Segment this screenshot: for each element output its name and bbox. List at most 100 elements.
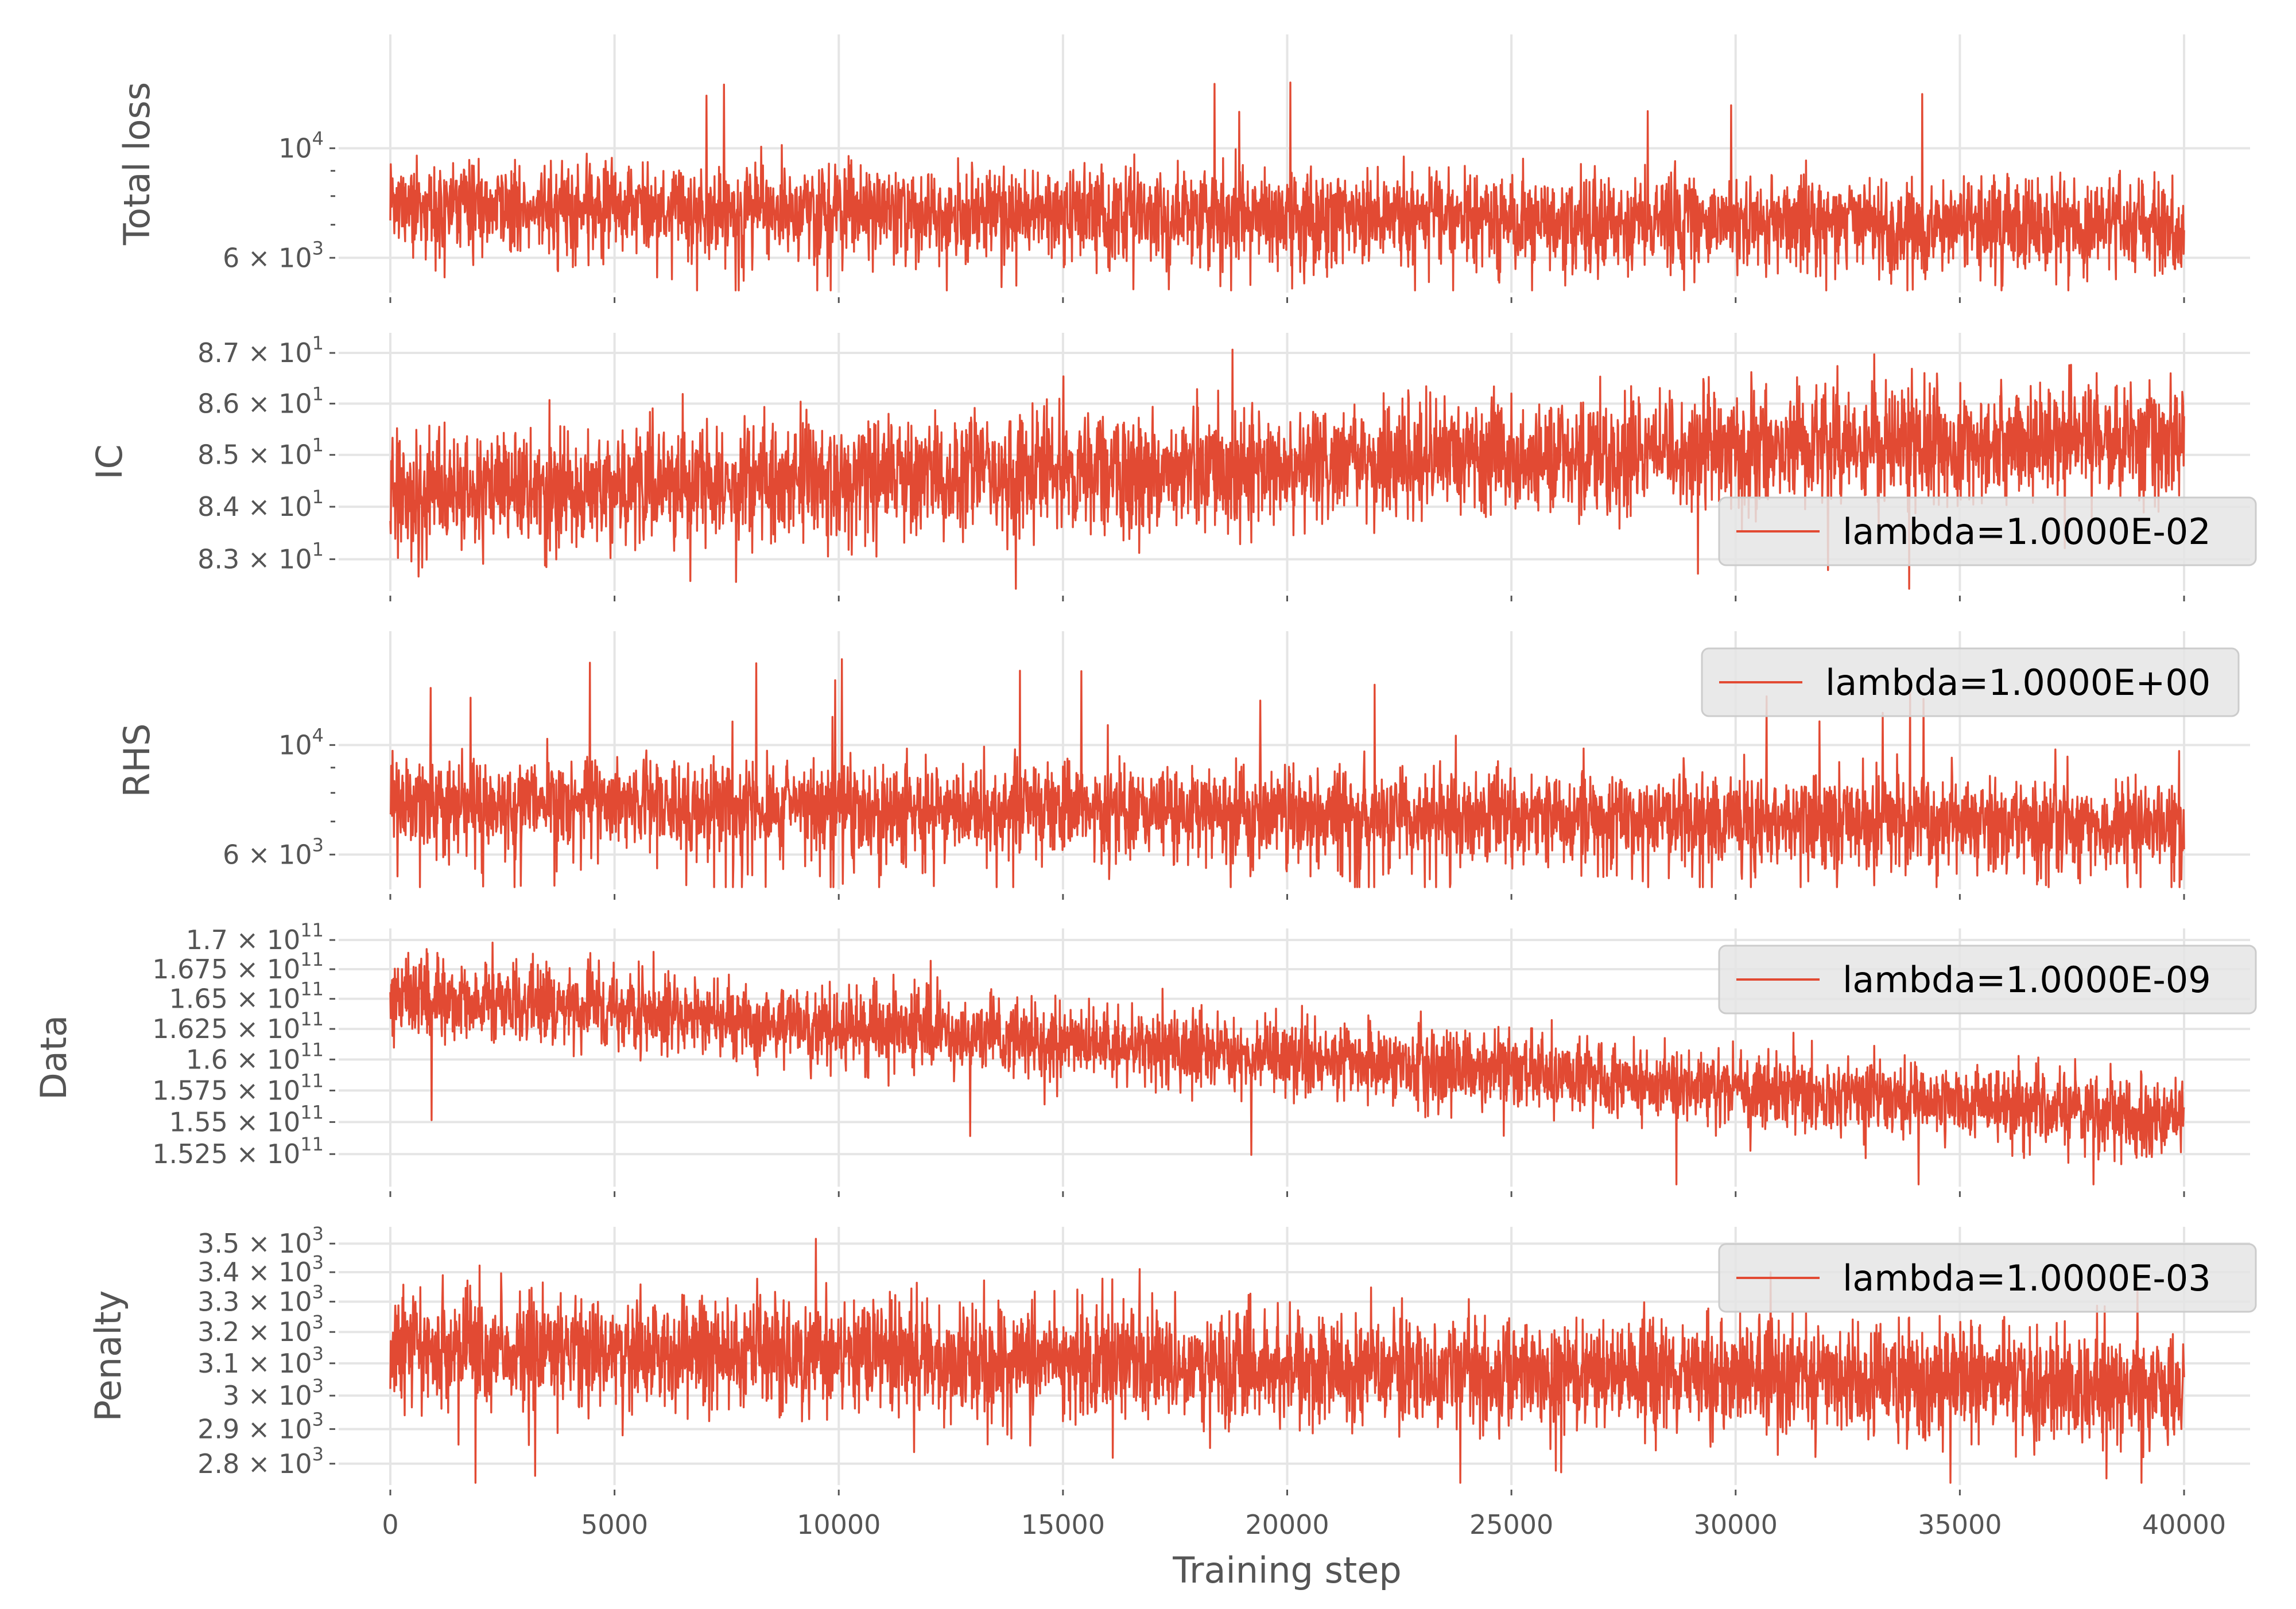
y-tick-exponent: 11 [300,1070,324,1091]
y-tick-exponent: 11 [300,978,324,1000]
y-tick-exponent: 3 [312,1408,324,1430]
y-tick-exponent: 11 [300,1101,324,1123]
y-tick-label-6: 1.55 × 1011 [169,1101,324,1137]
y-tick-label-0: 104 [278,127,324,164]
legend-label: lambda=1.0000E-09 [1843,959,2211,1001]
y-tick-exponent: 3 [312,237,324,259]
x-tick-label-5: 25000 [1469,1509,1553,1540]
y-tick-mantissa: 6 × 10 [223,242,312,273]
x-tick-label-7: 35000 [1918,1509,2002,1540]
y-tick-label-7: 2.8 × 103 [197,1443,324,1479]
y-tick-label-5: 3 × 103 [223,1375,324,1411]
y-tick-mantissa: 6 × 10 [223,839,312,870]
panel-3: 104 6 × 103 RHS lambda=1.0000E+00 [116,631,2250,900]
y-tick-label-5: 1.575 × 1011 [152,1070,324,1106]
y-tick-label-0: 3.5 × 103 [197,1223,324,1259]
y-tick-mantissa: 8.6 × 10 [197,388,312,419]
y-tick-label-2: 3.3 × 103 [197,1281,324,1317]
y-tick-mantissa: 1.625 × 10 [152,1013,300,1044]
y-tick-exponent: 3 [312,1375,324,1397]
y-tick-label-4: 1.6 × 1011 [186,1039,324,1075]
y-tick-label-0: 1.7 × 1011 [186,919,324,955]
panel-1: 104 6 × 103 Total loss [116,34,2250,303]
y-tick-mantissa: 8.7 × 10 [197,337,312,368]
y-tick-label-3: 1.625 × 1011 [152,1008,324,1044]
legend-label: lambda=1.0000E+00 [1825,662,2210,704]
y-tick-exponent: 1 [312,434,324,456]
y-axis-label-2: IC [88,444,130,480]
legend-box [1701,647,2240,717]
y-tick-mantissa: 1.7 × 10 [186,924,300,955]
y-tick-exponent: 11 [300,1039,324,1060]
y-tick-label-4: 3.1 × 103 [197,1343,324,1379]
y-tick-label-1: 6 × 103 [223,237,324,273]
y-tick-mantissa: 2.8 × 10 [197,1448,312,1479]
y-axis-label-5: Penalty [87,1291,129,1422]
y-tick-mantissa: 3.1 × 10 [197,1348,312,1379]
y-tick-mantissa: 10 [278,729,312,760]
y-tick-label-2: 8.5 × 101 [197,434,324,471]
x-tick-label-1: 5000 [581,1509,648,1540]
y-tick-mantissa: 3.3 × 10 [197,1286,312,1317]
y-tick-exponent: 1 [312,383,324,405]
y-tick-mantissa: 2.9 × 10 [197,1413,312,1444]
y-tick-exponent: 1 [312,539,324,561]
x-tick-label-6: 30000 [1694,1509,1778,1540]
y-tick-mantissa: 3.4 × 10 [197,1257,312,1288]
y-tick-mantissa: 1.6 × 10 [186,1044,300,1075]
legend-box [1718,945,2257,1015]
y-tick-exponent: 1 [312,332,324,354]
y-tick-exponent: 3 [312,1443,324,1465]
y-tick-exponent: 4 [312,724,324,746]
legend-box [1718,1243,2257,1313]
y-tick-mantissa: 1.55 × 10 [169,1106,301,1137]
y-tick-mantissa: 1.575 × 10 [152,1075,300,1106]
series-line-3 [389,658,2185,888]
y-axis-label-1: Total loss [116,82,158,246]
y-tick-label-1: 8.6 × 101 [197,383,324,419]
y-tick-label-1: 6 × 103 [223,834,324,870]
x-tick-label-4: 20000 [1245,1509,1329,1540]
y-tick-exponent: 3 [312,1223,324,1245]
legend-label: lambda=1.0000E-03 [1843,1257,2211,1299]
y-tick-exponent: 3 [312,1252,324,1273]
y-tick-mantissa: 3.5 × 10 [197,1228,312,1259]
y-tick-label-2: 1.65 × 1011 [169,978,324,1015]
y-tick-mantissa: 8.4 × 10 [197,491,312,522]
y-tick-mantissa: 8.5 × 10 [197,440,312,471]
y-tick-exponent: 3 [312,834,324,856]
legend-2: lambda=1.0000E-02 [1718,496,2257,566]
x-axis-label: Training step [1172,1549,1401,1591]
series-line-4 [389,942,2185,1186]
y-tick-mantissa: 1.525 × 10 [152,1138,300,1169]
y-tick-mantissa: 10 [278,133,312,164]
y-tick-mantissa: 1.65 × 10 [169,984,301,1015]
legend-5: lambda=1.0000E-03 [1718,1243,2257,1313]
y-tick-exponent: 11 [300,1008,324,1030]
series-line-5 [389,1238,2185,1484]
y-tick-mantissa: 8.3 × 10 [197,544,312,575]
y-tick-exponent: 3 [312,1281,324,1303]
y-tick-exponent: 11 [300,919,324,941]
y-axis-label-4: Data [33,1015,75,1100]
y-tick-exponent: 4 [312,127,324,149]
legend-label: lambda=1.0000E-02 [1843,511,2211,553]
legend-box [1718,496,2257,566]
y-tick-label-3: 3.2 × 103 [197,1311,324,1347]
y-tick-mantissa: 3.2 × 10 [197,1316,312,1347]
y-tick-label-0: 104 [278,724,324,760]
x-tick-label-0: 0 [382,1509,398,1540]
y-tick-label-0: 8.7 × 101 [197,332,324,368]
y-tick-label-3: 8.4 × 101 [197,486,324,522]
x-tick-label-3: 15000 [1021,1509,1105,1540]
y-tick-label-6: 2.9 × 103 [197,1408,324,1444]
legend-3: lambda=1.0000E+00 [1701,647,2240,717]
legend-4: lambda=1.0000E-09 [1718,945,2257,1015]
x-tick-label-2: 10000 [797,1509,881,1540]
y-tick-exponent: 1 [312,486,324,508]
y-tick-label-1: 1.675 × 1011 [152,949,324,985]
